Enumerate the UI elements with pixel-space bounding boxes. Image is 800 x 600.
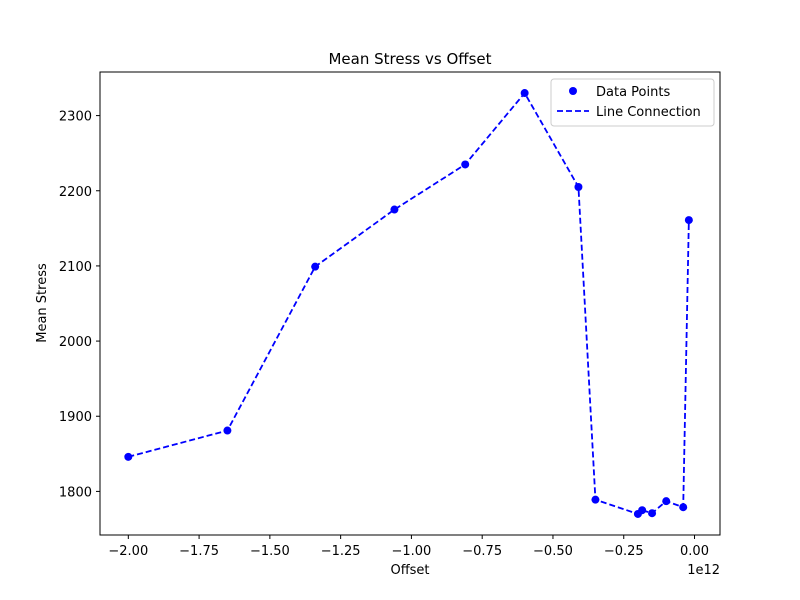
x-tick-label: −0.25 (604, 544, 644, 559)
x-tick-label: −0.75 (462, 544, 502, 559)
x-tick-label: −1.25 (321, 544, 361, 559)
data-point (638, 506, 647, 515)
data-point (662, 497, 671, 506)
x-tick-label: −2.00 (108, 544, 148, 559)
legend: Data Points Line Connection (550, 78, 715, 127)
data-point (520, 89, 529, 98)
legend-label-line-connection: Line Connection (596, 105, 701, 120)
y-tick-label: 2200 (59, 185, 92, 200)
data-point (461, 160, 470, 169)
data-point (574, 182, 583, 191)
x-tick-label: −1.00 (391, 544, 431, 559)
legend-box (550, 78, 715, 127)
y-tick-label: 1800 (59, 485, 92, 500)
data-point (311, 262, 320, 271)
data-point (591, 495, 600, 504)
series-layer (124, 89, 693, 518)
chart-title: Mean Stress vs Offset (328, 50, 491, 68)
x-axis: −2.00 −1.75 −1.50 −1.25 −1.00 −0.75 −0.50 −0.25… (108, 535, 709, 559)
y-tick-label: 1900 (59, 410, 92, 425)
x-tick-label: −1.50 (250, 544, 290, 559)
y-tick-label: 2300 (59, 110, 92, 125)
data-point (648, 509, 657, 518)
data-point (124, 452, 133, 461)
y-tick-label: 2100 (59, 260, 92, 275)
x-tick-label: −0.50 (533, 544, 573, 559)
legend-label-data-points: Data Points (596, 85, 670, 100)
series-line-connection (128, 91, 690, 515)
data-point (390, 205, 399, 214)
y-tick-label: 2000 (59, 335, 92, 350)
data-point (679, 503, 688, 512)
plot-frame (99, 71, 721, 536)
y-axis-label: Mean Stress (35, 263, 50, 343)
x-tick-label: 0.00 (680, 544, 709, 559)
x-tick-label: −1.75 (179, 544, 219, 559)
plot-area: −2.00 −1.75 −1.50 −1.25 −1.00 −0.75 −0.50 −0.25… (59, 71, 721, 559)
y-axis: 1800 1900 2000 2100 2200 2300 (59, 110, 100, 500)
data-point (223, 426, 232, 435)
x-axis-label: Offset (390, 563, 429, 578)
legend-marker-data-points (569, 87, 577, 95)
data-point (684, 216, 693, 225)
x-axis-offset-label: 1e12 (687, 563, 720, 578)
